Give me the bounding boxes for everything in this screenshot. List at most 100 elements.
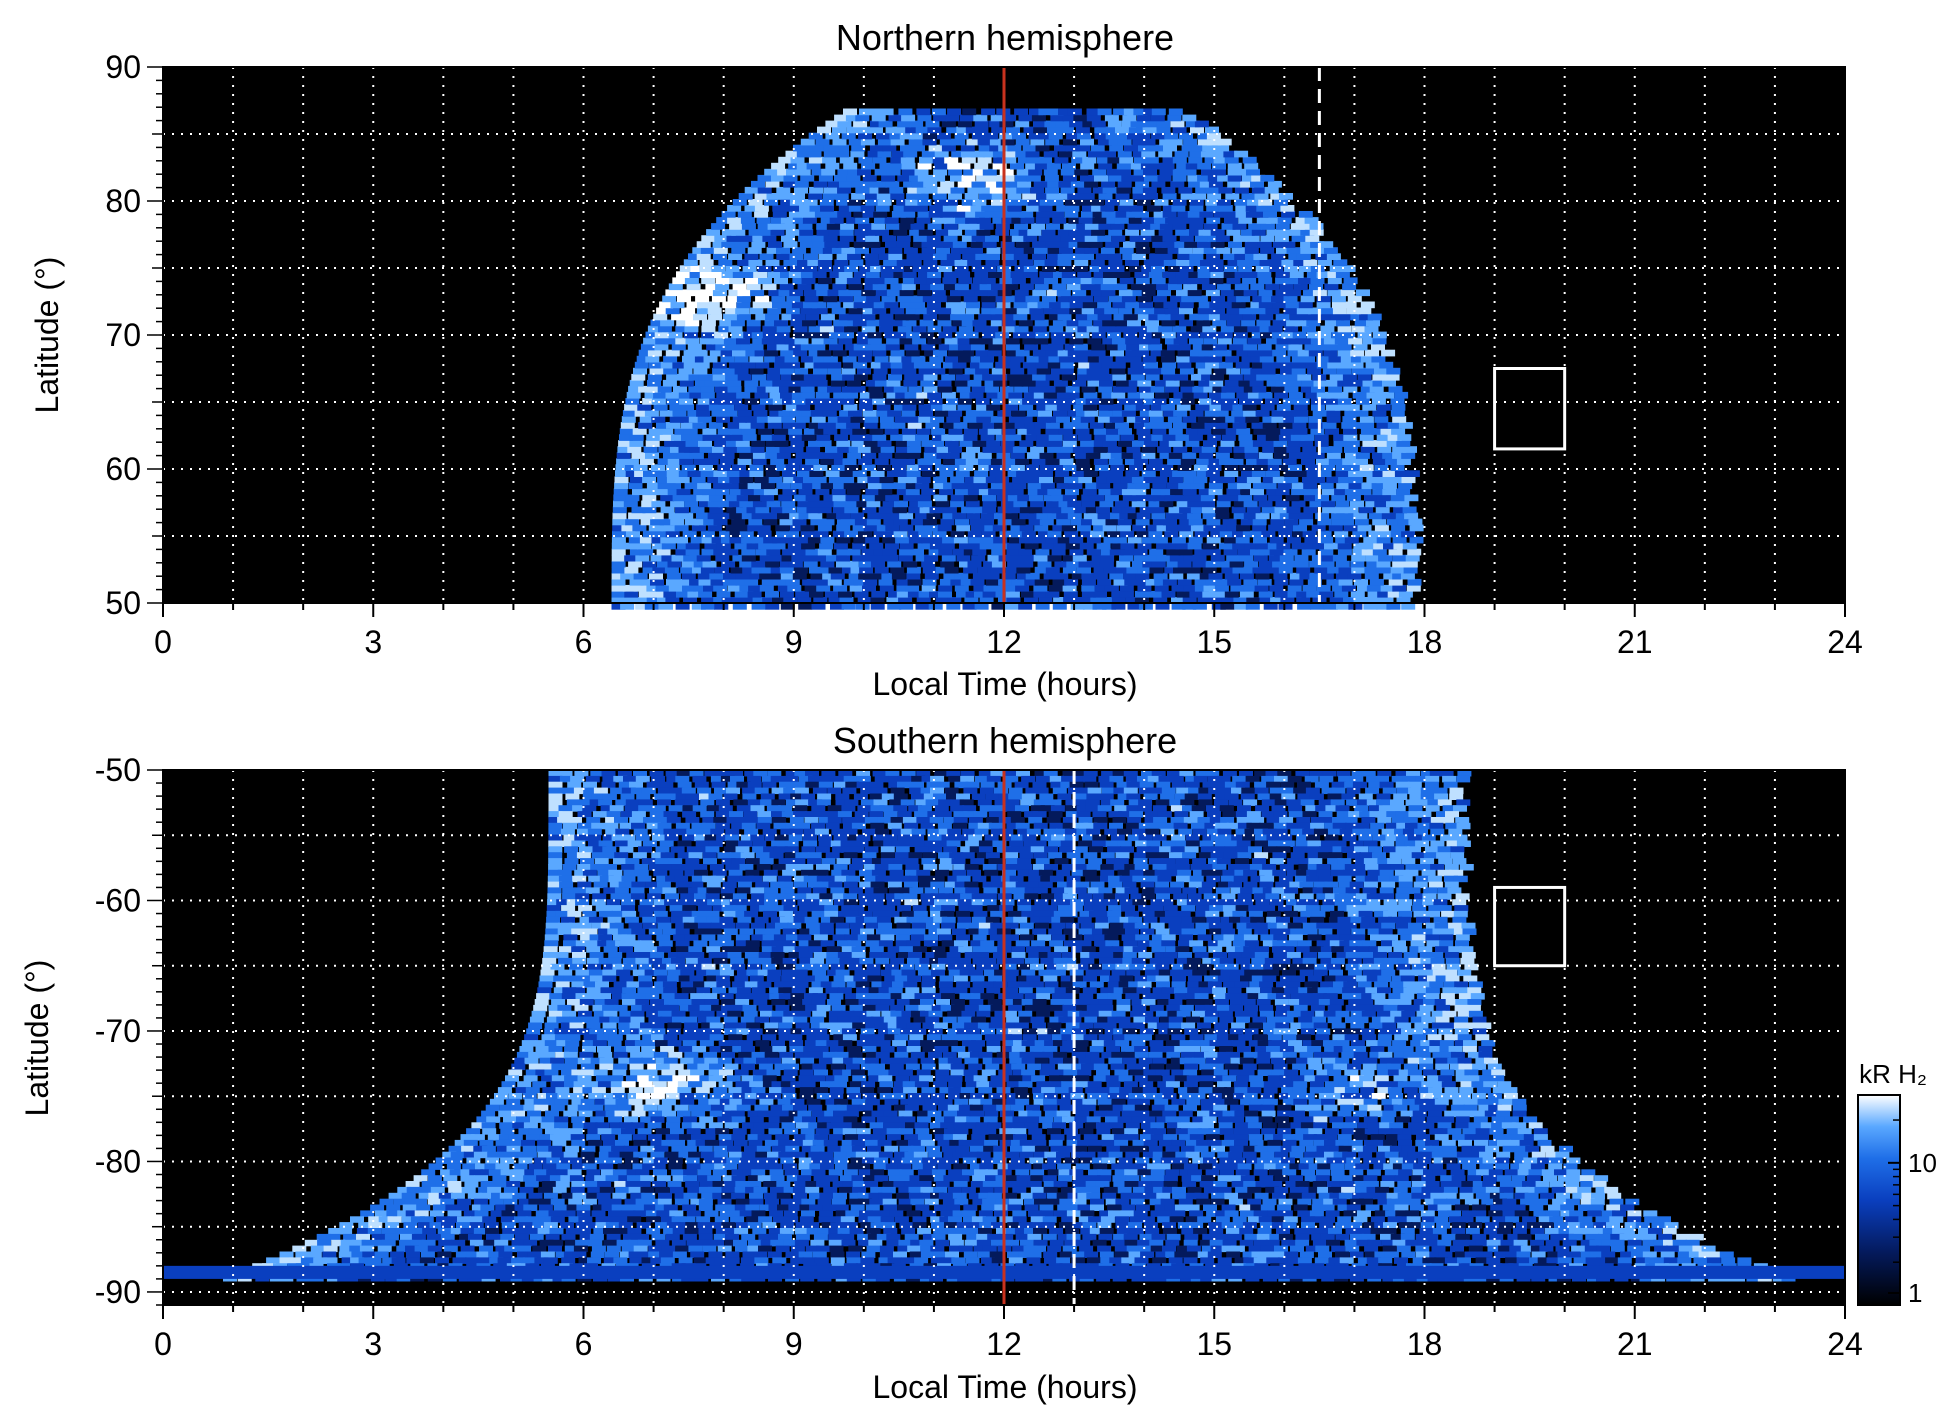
emission-cell xyxy=(772,205,787,212)
emission-cell xyxy=(910,398,924,405)
emission-cell xyxy=(1333,440,1348,447)
emission-cell xyxy=(1226,277,1241,285)
emission-cell xyxy=(725,367,740,375)
emission-cell xyxy=(803,289,818,297)
emission-cell xyxy=(1028,385,1043,393)
emission-cell xyxy=(772,597,786,604)
emission-cell xyxy=(1132,488,1147,496)
emission-cell xyxy=(757,265,772,272)
emission-cell xyxy=(1178,186,1193,194)
emission-cell xyxy=(1021,775,1036,783)
emission-cell xyxy=(865,379,880,387)
emission-cell xyxy=(731,247,746,254)
emission-cell xyxy=(1390,530,1405,538)
emission-cell xyxy=(1210,530,1225,538)
emission-cell xyxy=(1042,295,1056,303)
emission-cell xyxy=(1198,313,1213,321)
emission-cell xyxy=(966,446,980,453)
emission-cell xyxy=(1232,223,1247,230)
emission-cell xyxy=(1185,120,1200,128)
emission-cell xyxy=(1047,180,1062,188)
emission-cell xyxy=(1358,793,1373,800)
emission-cell xyxy=(903,205,918,212)
emission-cell xyxy=(1179,307,1193,315)
emission-cell xyxy=(790,156,805,164)
emission-cell xyxy=(620,793,635,800)
emission-cell xyxy=(946,126,961,134)
emission-cell xyxy=(729,223,744,230)
emission-cell xyxy=(729,512,744,520)
emission-cell xyxy=(1266,488,1281,496)
emission-cell xyxy=(1396,597,1411,604)
emission-cell xyxy=(639,548,654,556)
emission-cell xyxy=(1049,775,1064,783)
emission-cell xyxy=(771,811,785,818)
emission-cell xyxy=(985,180,1000,188)
emission-cell xyxy=(991,603,1006,610)
emission-cell xyxy=(1138,235,1153,242)
emission-cell xyxy=(1361,482,1376,490)
emission-cell xyxy=(1376,434,1391,441)
emission-cell xyxy=(936,247,950,254)
emission-cell xyxy=(1284,560,1299,568)
emission-cell xyxy=(1240,367,1255,375)
emission-cell xyxy=(846,488,861,496)
emission-cell xyxy=(1168,277,1183,285)
emission-cell xyxy=(779,518,794,526)
emission-cell xyxy=(907,578,922,586)
emission-cell xyxy=(611,542,626,550)
emission-cell xyxy=(795,452,810,459)
emission-cell xyxy=(1134,156,1148,164)
emission-cell xyxy=(809,186,824,194)
emission-cell xyxy=(1092,603,1107,610)
emission-cell xyxy=(1226,367,1241,375)
emission-cell xyxy=(879,805,894,812)
emission-cell xyxy=(1066,132,1081,140)
emission-cell xyxy=(1038,410,1052,417)
emission-cell xyxy=(926,781,941,789)
emission-cell xyxy=(862,307,877,315)
emission-cell xyxy=(1013,253,1028,260)
emission-cell xyxy=(939,138,954,146)
emission-cell xyxy=(1291,482,1306,490)
emission-cell xyxy=(709,398,724,405)
emission-cell xyxy=(988,464,1003,471)
emission-cell xyxy=(909,500,924,508)
emission-cell xyxy=(629,578,644,586)
emission-cell xyxy=(1374,524,1389,532)
emission-cell xyxy=(1354,410,1369,417)
emission-cell xyxy=(1225,355,1240,363)
emission-cell xyxy=(1254,781,1269,789)
emission-cell xyxy=(1394,391,1409,399)
northern-panel: Northern hemisphere 0 3 6 9 12 15 18 21 24506070… xyxy=(29,17,1863,702)
emission-cell xyxy=(1308,349,1323,357)
emission-cell xyxy=(906,440,921,447)
emission-cell xyxy=(707,307,722,315)
emission-cell xyxy=(913,205,928,212)
emission-cell xyxy=(932,156,947,164)
emission-cell xyxy=(1016,470,1031,477)
emission-cell xyxy=(743,811,758,818)
emission-cell xyxy=(1092,211,1107,218)
emission-cell xyxy=(761,482,775,490)
emission-cell xyxy=(1133,554,1148,562)
emission-cell xyxy=(1275,289,1290,297)
emission-cell xyxy=(1103,566,1118,574)
emission-cell xyxy=(1294,554,1309,562)
emission-cell xyxy=(774,337,789,345)
emission-cell xyxy=(1032,253,1046,260)
emission-cell xyxy=(1244,271,1259,278)
emission-cell xyxy=(747,524,762,532)
emission-cell xyxy=(1353,512,1368,520)
emission-cell xyxy=(886,470,901,477)
emission-cell xyxy=(657,482,672,490)
emission-cell xyxy=(713,518,728,526)
emission-cell xyxy=(801,542,816,550)
emission-cell xyxy=(845,114,860,122)
emission-cell xyxy=(780,349,795,357)
emission-cell xyxy=(940,518,955,526)
emission-cell xyxy=(822,410,837,417)
emission-cell xyxy=(1192,560,1207,568)
emission-cell xyxy=(870,361,885,369)
emission-cell xyxy=(636,793,651,800)
